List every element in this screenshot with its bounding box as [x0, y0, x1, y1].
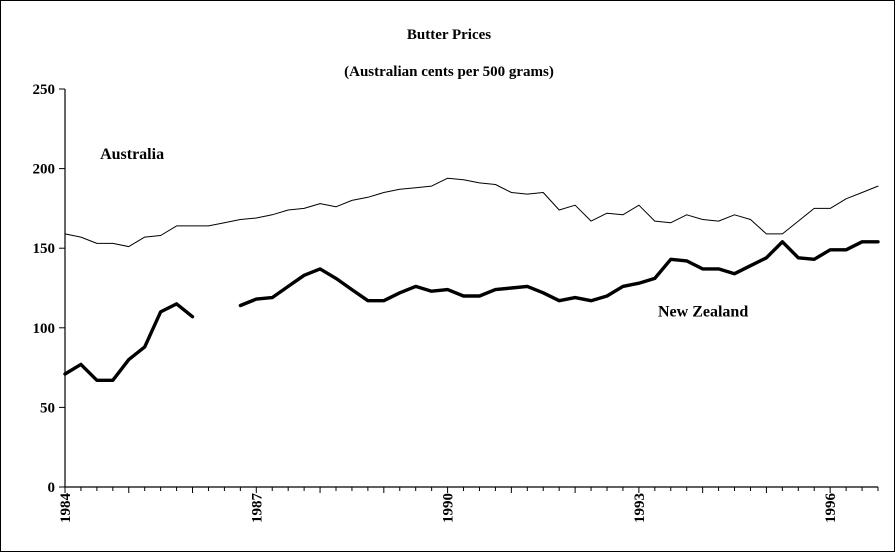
- y-tick-label-50: 50: [40, 400, 55, 416]
- y-tick-label-0: 0: [48, 480, 56, 496]
- series-label-new-zealand: New Zealand: [658, 304, 748, 321]
- chart-subtitle: (Australian cents per 500 grams): [344, 64, 554, 80]
- series-line-new-zealand-2: [238, 240, 880, 308]
- y-tick-label-150: 150: [33, 241, 56, 257]
- x-tick-label-1990: 1990: [441, 493, 457, 523]
- x-tick-label-1993: 1993: [632, 493, 648, 523]
- y-tick-label-100: 100: [33, 321, 56, 337]
- axes: 0 50 100 150 200 250 1984 1987 1990 1993 1996: [33, 82, 879, 523]
- series-layer: [63, 177, 880, 382]
- series-label-australia: Australia: [100, 146, 164, 163]
- series-australia: [64, 177, 879, 248]
- series-new-zealand: [63, 240, 880, 382]
- y-tick-label-200: 200: [33, 162, 56, 178]
- x-tick-label-1987: 1987: [249, 493, 265, 524]
- series-line-new-zealand-1: [63, 302, 195, 382]
- chart-title: Butter Prices: [407, 27, 491, 43]
- series-line-australia-1: [64, 177, 879, 248]
- x-tick-label-1984: 1984: [58, 493, 74, 524]
- y-tick-label-250: 250: [33, 82, 56, 98]
- x-tick-label-1996: 1996: [823, 493, 839, 524]
- annotations: Australia New Zealand: [100, 146, 748, 321]
